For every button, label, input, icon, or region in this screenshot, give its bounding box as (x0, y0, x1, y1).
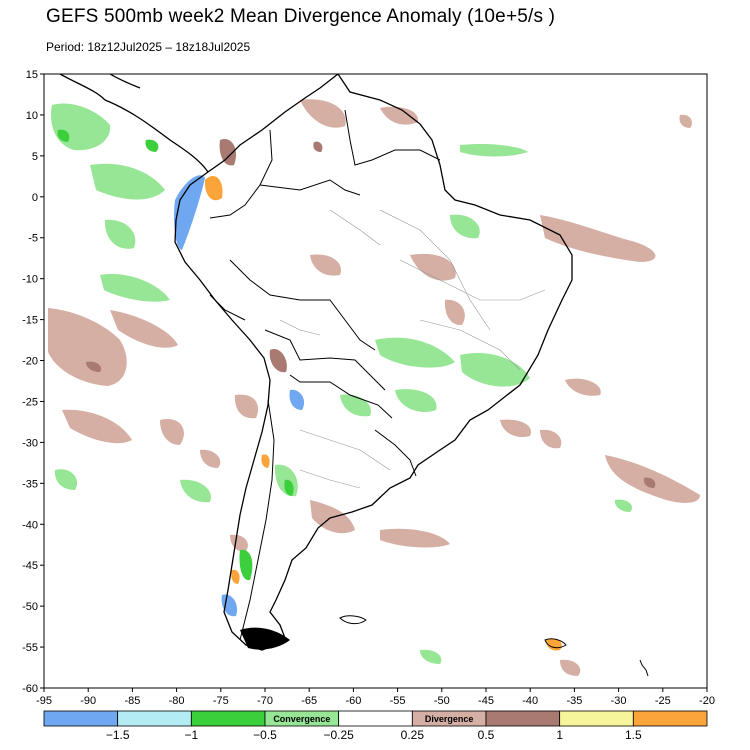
lon-tick-label: -25 (655, 695, 671, 707)
lat-tick-label: 10 (26, 110, 38, 122)
colorbar: Convergence Divergence −1.5 −1 −0.5 −0.25 0.25… (43, 710, 708, 742)
colorbar-inner-label: Convergence (273, 714, 330, 724)
colorbar-tick-label: −1 (184, 728, 198, 742)
lon-tick-label: -80 (169, 695, 185, 707)
islands (339, 615, 649, 677)
lat-tick-label: -60 (22, 683, 38, 695)
lat-tick-label: 0 (32, 192, 38, 204)
colorbar-swatch (485, 710, 561, 727)
plot-frame (43, 73, 708, 689)
lon-tick-label: -20 (699, 695, 715, 707)
latitude-axis: 15 10 5 0 -5 -10 -15 -20 -25 -30 -35 -40 -45 -50 -55 -6… (22, 69, 44, 695)
colorbar-tick-label: −1.5 (106, 728, 130, 742)
colorbar-tick-label: −0.25 (323, 728, 354, 742)
lat-tick-label: -20 (22, 356, 38, 368)
colorbar-tick-label: 0.5 (478, 728, 495, 742)
lon-tick-label: -65 (301, 695, 317, 707)
lon-tick-label: -55 (390, 695, 406, 707)
coastline (59, 74, 573, 651)
tierra-del-fuego (240, 627, 290, 650)
strong-divergence-patches (86, 141, 656, 488)
colorbar-inner-label: Divergence (425, 714, 474, 724)
lat-tick-label: -40 (22, 519, 38, 531)
state-borders (279, 209, 546, 489)
colorbar-tick-label: 0.25 (401, 728, 425, 742)
lon-tick-label: -60 (345, 695, 361, 707)
andes-anomaly-band (173, 139, 562, 651)
map-title: GEFS 500mb week2 Mean Divergence Anomaly… (46, 6, 556, 27)
lat-tick-label: 15 (26, 69, 38, 81)
lat-tick-label: -50 (22, 601, 38, 613)
lon-tick-label: -75 (213, 695, 229, 707)
lon-tick-label: -40 (522, 695, 538, 707)
colorbar-swatch (190, 710, 266, 727)
colorbar-tick-label: 1.5 (625, 728, 642, 742)
lat-tick-label: -55 (22, 642, 38, 654)
lat-tick-label: -35 (22, 478, 38, 490)
lon-tick-label: -50 (434, 695, 450, 707)
lat-tick-label: -15 (22, 315, 38, 327)
colorbar-tick-label: 1 (556, 728, 563, 742)
lat-tick-label: -30 (22, 437, 38, 449)
lat-tick-label: 5 (32, 151, 38, 163)
country-borders (209, 109, 441, 641)
colorbar-tick-label: −0.5 (253, 728, 277, 742)
lon-tick-label: -85 (124, 695, 140, 707)
lat-tick-label: -25 (22, 396, 38, 408)
longitude-axis: -95 -90 -85 -80 -75 -70 -65 -60 -55 -50 -45 -40 -35 -… (36, 688, 715, 707)
lon-tick-label: -70 (257, 695, 273, 707)
divergence-patches (48, 99, 700, 676)
lon-tick-label: -30 (611, 695, 627, 707)
lat-tick-label: -45 (22, 560, 38, 572)
colorbar-swatch (43, 710, 119, 727)
colorbar-swatch (338, 710, 413, 727)
lon-tick-label: -90 (80, 695, 96, 707)
colorbar-swatch (117, 710, 192, 727)
map-plot-area (44, 74, 707, 688)
colorbar-swatch (559, 710, 634, 727)
colorbar-swatch (632, 710, 708, 727)
strong-convergence-patches (57, 129, 294, 581)
lat-tick-label: -10 (22, 274, 38, 286)
lon-tick-label: -45 (478, 695, 494, 707)
lon-tick-label: -95 (36, 695, 52, 707)
lat-tick-label: -5 (28, 233, 38, 245)
lon-tick-label: -35 (566, 695, 582, 707)
map-subtitle: Period: 18z12Jul2025 – 18z18Jul2025 (46, 40, 251, 54)
